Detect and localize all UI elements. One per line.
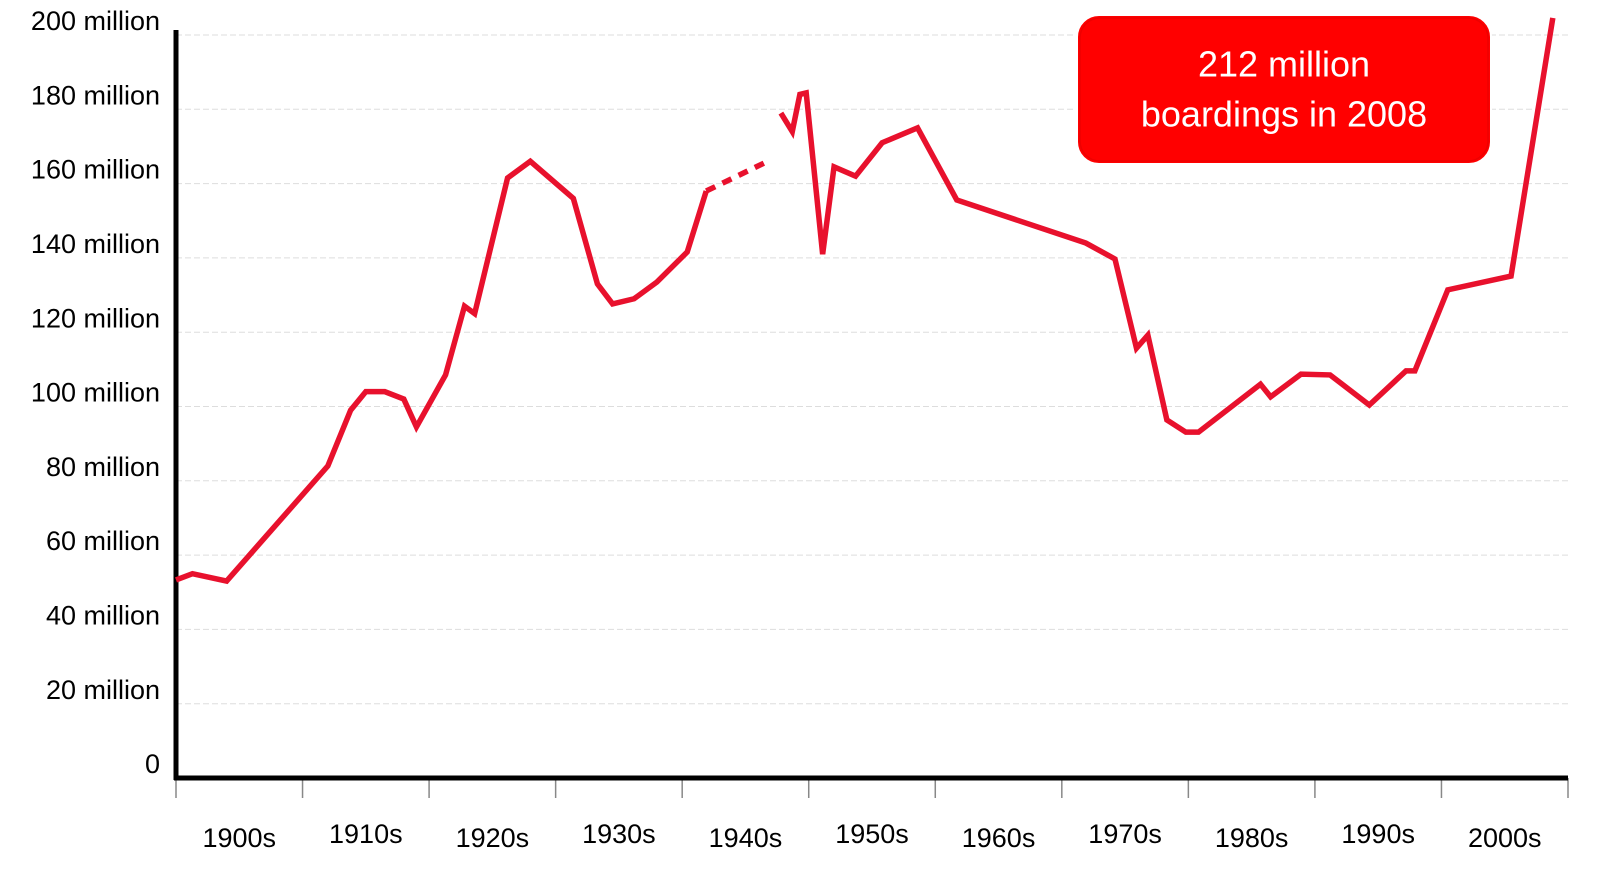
annotation-text: 212 million <box>1198 44 1370 85</box>
annotation-box <box>1076 14 1492 165</box>
x-tick-label: 1940s <box>709 823 783 853</box>
x-tick-label: 1930s <box>582 819 656 849</box>
data-line <box>705 157 772 194</box>
y-tick-label: 20 million <box>46 675 160 705</box>
y-tick-label: 100 million <box>31 378 160 408</box>
y-tick-label: 160 million <box>31 155 160 185</box>
x-tick-label: 1910s <box>329 819 403 849</box>
data-line <box>778 17 1556 435</box>
y-tick-label: 80 million <box>46 452 160 482</box>
x-tick-label: 2000s <box>1468 823 1542 853</box>
annotation-text: boardings in 2008 <box>1141 94 1427 135</box>
x-tick-label: 1990s <box>1341 819 1415 849</box>
y-tick-label: 0 <box>145 749 160 779</box>
x-tick-label: 1900s <box>202 823 276 853</box>
x-tick-label: 1950s <box>835 819 909 849</box>
y-tick-label: 180 million <box>31 80 160 110</box>
x-tick-label: 1920s <box>456 823 530 853</box>
data-line <box>175 157 709 585</box>
y-tick-label: 60 million <box>46 526 160 556</box>
y-tick-label: 200 million <box>31 6 160 36</box>
x-tick-label: 1970s <box>1088 819 1162 849</box>
annotation-border <box>1079 17 1489 162</box>
x-tick-label: 1960s <box>962 823 1036 853</box>
y-tick-label: 140 million <box>31 229 160 259</box>
x-tick-label: 1980s <box>1215 823 1289 853</box>
y-tick-label: 120 million <box>31 303 160 333</box>
y-tick-label: 40 million <box>46 601 160 631</box>
